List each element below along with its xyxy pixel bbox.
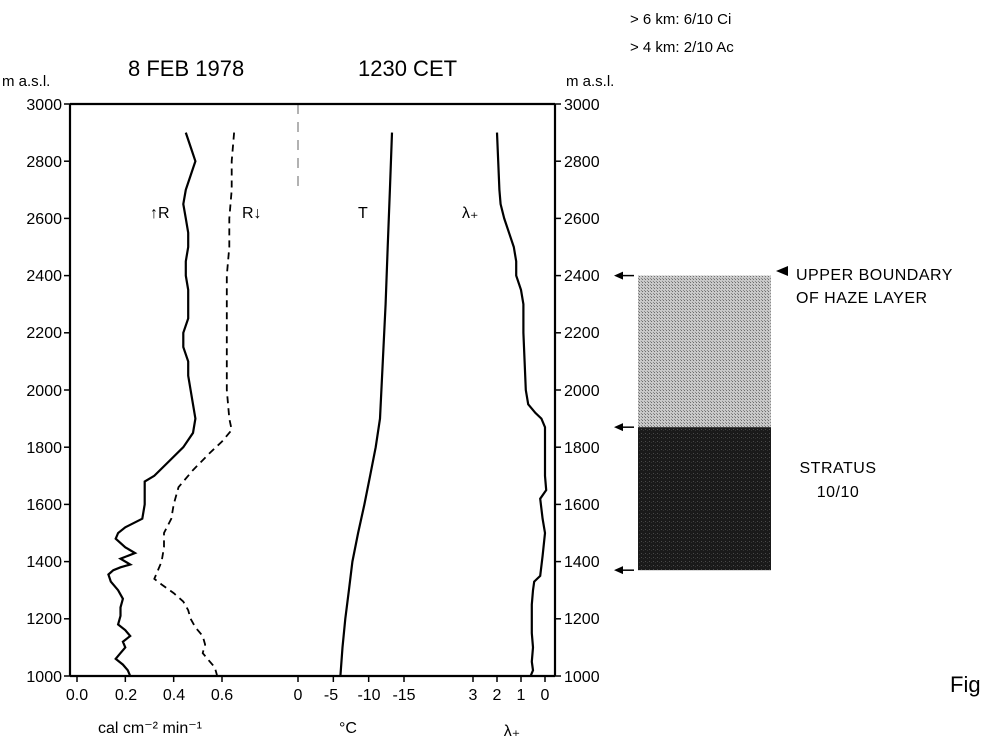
temperature-series-0-line bbox=[339, 132, 394, 677]
haze-layer-box bbox=[638, 275, 771, 428]
right-tick-label: 1600 bbox=[564, 497, 600, 514]
chart-date: 8 FEB 1978 bbox=[128, 56, 244, 81]
right-tick-label: 3000 bbox=[564, 97, 600, 114]
cloud-mid-note: > 4 km: 2/10 Ac bbox=[630, 39, 734, 56]
cloud-layers bbox=[614, 271, 771, 575]
radiation-tick-label: 0.0 bbox=[66, 687, 88, 704]
radiation-series-0-line bbox=[107, 132, 197, 677]
left-tick-label: 2400 bbox=[26, 268, 62, 285]
haze-label-line2: OF HAZE LAYER bbox=[796, 290, 928, 307]
lambda-tick-label: 0 bbox=[541, 687, 550, 704]
right-tick-label: 1200 bbox=[564, 611, 600, 628]
left-tick-label: 2800 bbox=[26, 154, 62, 171]
temperature-axis: 0 -5 -10 -15 °C bbox=[294, 687, 416, 737]
cloud-high-note: > 6 km: 6/10 Ci bbox=[630, 11, 731, 28]
figure-label: Fig bbox=[950, 672, 981, 697]
stratus-annotation: STRATUS 10/10 bbox=[800, 460, 877, 501]
lambda-tick-label: 3 bbox=[469, 687, 478, 704]
left-axis-unit: m a.s.l. bbox=[2, 73, 50, 90]
arrow-left-icon bbox=[614, 271, 623, 280]
lambda-tick-label: 1 bbox=[517, 687, 526, 704]
right-tick-label: 2200 bbox=[564, 325, 600, 342]
right-tick-label: 1800 bbox=[564, 440, 600, 457]
left-tick-label: 2600 bbox=[26, 211, 62, 228]
left-tick-label: 2000 bbox=[26, 383, 62, 400]
stratus-label-line2: 10/10 bbox=[817, 484, 860, 501]
right-tick-label: 1400 bbox=[564, 554, 600, 571]
left-tick-label: 3000 bbox=[26, 97, 62, 114]
right-tick-label: 1000 bbox=[564, 669, 600, 686]
left-tick-label: 1200 bbox=[26, 611, 62, 628]
upward-radiation-label: ↑R bbox=[150, 205, 170, 222]
temperature-tick-label: -5 bbox=[324, 687, 338, 704]
radiation-series-1-line bbox=[153, 132, 235, 677]
left-tick-label: 2200 bbox=[26, 325, 62, 342]
profile-curves bbox=[64, 103, 561, 682]
pointer-arrow-icon bbox=[776, 266, 788, 276]
right-axis-unit: m a.s.l. bbox=[566, 73, 614, 90]
haze-label-line1: UPPER BOUNDARY bbox=[796, 267, 953, 284]
temperature-axis-label: °C bbox=[339, 720, 357, 737]
radiation-tick-label: 0.2 bbox=[115, 687, 137, 704]
arrow-left-icon bbox=[614, 423, 623, 432]
lambda-axis: 3 2 1 0 λ₊ bbox=[469, 687, 550, 740]
stratus-layer-box bbox=[638, 427, 771, 571]
right-tick-label: 2400 bbox=[564, 268, 600, 285]
right-tick-label: 2600 bbox=[564, 211, 600, 228]
downward-radiation-label: R↓ bbox=[242, 205, 262, 222]
left-tick-label: 1400 bbox=[26, 554, 62, 571]
right-axis: 3000 2800 2600 2400 2200 2000 1800 1600 … bbox=[564, 97, 600, 686]
radiation-tick-label: 0.6 bbox=[211, 687, 233, 704]
stratus-label-line1: STRATUS bbox=[800, 460, 877, 477]
radiation-axis-label: cal cm⁻² min⁻¹ bbox=[98, 720, 202, 737]
left-axis: 3000 2800 2600 2400 2200 2000 1800 1600 … bbox=[26, 97, 62, 686]
radiation-tick-label: 0.4 bbox=[163, 687, 185, 704]
right-tick-label: 2800 bbox=[564, 154, 600, 171]
temperature-label: T bbox=[358, 205, 368, 222]
left-tick-label: 1600 bbox=[26, 497, 62, 514]
left-tick-label: 1800 bbox=[26, 440, 62, 457]
lambda-axis-label: λ₊ bbox=[504, 723, 520, 740]
temperature-tick-label: -10 bbox=[357, 687, 380, 704]
lambda-tick-label: 2 bbox=[493, 687, 502, 704]
arrow-left-icon bbox=[614, 566, 623, 575]
right-tick-label: 2000 bbox=[564, 383, 600, 400]
lambda-label: λ₊ bbox=[462, 205, 478, 222]
temperature-tick-label: -15 bbox=[392, 687, 415, 704]
haze-annotation: UPPER BOUNDARY OF HAZE LAYER bbox=[776, 266, 953, 307]
temperature-tick-label: 0 bbox=[294, 687, 303, 704]
chart-time: 1230 CET bbox=[358, 56, 457, 81]
lambda-series-0-line bbox=[495, 132, 548, 677]
radiation-axis: 0.0 0.2 0.4 0.6 cal cm⁻² min⁻¹ bbox=[66, 687, 233, 737]
plot-frame bbox=[68, 102, 557, 678]
left-tick-label: 1000 bbox=[26, 669, 62, 686]
